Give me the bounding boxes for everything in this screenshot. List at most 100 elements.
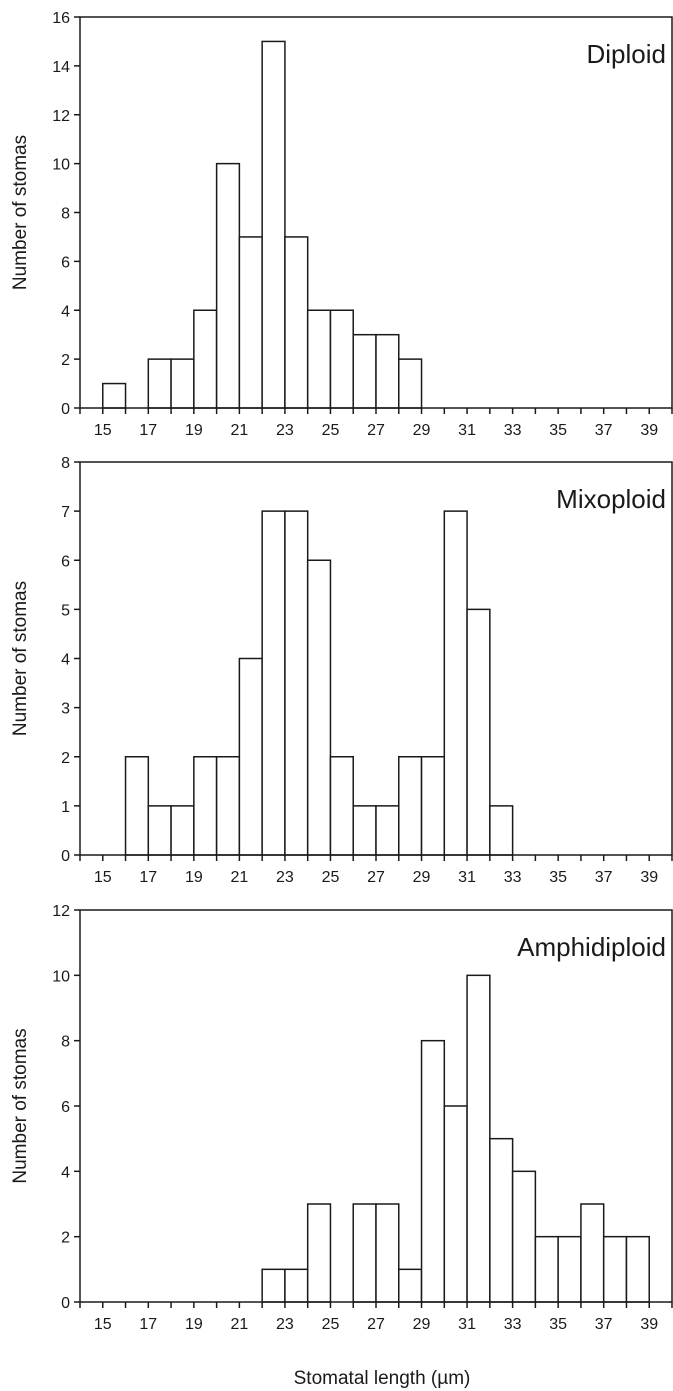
x-tick-label: 31 (458, 869, 476, 886)
histogram-bar (102, 382, 127, 409)
histogram-bar (306, 1203, 332, 1303)
histogram-bar (329, 756, 354, 856)
x-tick-label: 27 (367, 869, 385, 886)
x-tick-label: 21 (230, 869, 248, 886)
histogram-bar (375, 805, 400, 856)
histogram-bar (489, 805, 514, 856)
x-tick-label: 29 (413, 1316, 431, 1333)
y-tick-label: 3 (61, 701, 70, 718)
histogram-bar (398, 358, 423, 409)
x-tick-label: 33 (504, 1316, 522, 1333)
histogram-bar (284, 236, 309, 409)
x-tick-label: 21 (230, 1316, 248, 1333)
histogram-bar (238, 657, 263, 856)
histogram-bar (534, 1235, 559, 1303)
y-tick-label: 6 (61, 254, 70, 271)
histogram-bar (602, 1235, 628, 1303)
histogram-bar (306, 559, 332, 856)
histogram-bar (147, 805, 172, 856)
histogram-panel-1: 0 2 4 6 8 10 12 14 16 15 17 19 21 23 25 27 29 31 33 35 37 39 D… (10, 10, 673, 439)
panel-label: Diploid (587, 39, 667, 69)
y-tick-label: 4 (61, 303, 70, 320)
y-tick-label: 2 (61, 352, 70, 369)
y-tick-label: 14 (52, 59, 70, 76)
histogram-bar (375, 1203, 400, 1303)
y-tick-label: 8 (61, 455, 70, 472)
histogram-bar (193, 309, 218, 409)
histogram-bar (420, 756, 446, 856)
y-tick-label: 4 (61, 1164, 70, 1181)
histogram-bar (466, 608, 491, 856)
histogram-bar (284, 510, 309, 856)
y-tick-label: 10 (52, 157, 70, 174)
y-axis-title: Number of stomas (10, 1028, 31, 1183)
histogram-bar (557, 1235, 582, 1303)
y-tick-label: 8 (61, 206, 70, 223)
histogram-bar (443, 510, 468, 856)
y-tick-label: 4 (61, 652, 70, 669)
histogram-bar (284, 1268, 309, 1303)
histogram-bar (398, 756, 423, 856)
histogram-bar (170, 805, 195, 856)
y-tick-label: 7 (61, 504, 70, 521)
x-tick-label: 37 (595, 1316, 613, 1333)
histogram-bar (261, 510, 286, 856)
panel-label: Mixoploid (556, 484, 666, 514)
y-axis-title: Number of stomas (10, 135, 31, 290)
plot-frame (79, 461, 673, 856)
x-tick-label: 19 (185, 1316, 203, 1333)
y-tick-label: 12 (52, 903, 70, 920)
histogram-bar (443, 1105, 468, 1303)
histogram-bar (124, 756, 150, 856)
x-tick-label: 39 (640, 869, 658, 886)
x-tick-label: 27 (367, 1316, 385, 1333)
x-tick-label: 17 (139, 869, 157, 886)
x-tick-label: 31 (458, 422, 476, 439)
histogram-bar (147, 358, 172, 409)
histogram-bar (466, 974, 491, 1303)
histogram-bar (375, 333, 400, 409)
histogram-bar (170, 358, 195, 409)
y-tick-label: 1 (61, 799, 70, 816)
x-tick-label: 33 (504, 869, 522, 886)
histogram-bar (352, 333, 377, 409)
x-tick-label: 19 (185, 869, 203, 886)
y-tick-label: 12 (52, 108, 70, 125)
x-axis-title: Stomatal length (µm) (294, 1368, 471, 1389)
y-tick-label: 16 (52, 10, 70, 27)
x-tick-label: 27 (367, 422, 385, 439)
histogram-bar (420, 1039, 446, 1303)
x-tick-label: 35 (549, 1316, 567, 1333)
x-tick-label: 31 (458, 1316, 476, 1333)
panel-label: Amphidiploid (517, 932, 666, 962)
x-tick-label: 35 (549, 422, 567, 439)
x-tick-label: 39 (640, 422, 658, 439)
histogram-bar (215, 756, 241, 856)
y-tick-label: 10 (52, 968, 70, 985)
x-tick-label: 21 (230, 422, 248, 439)
x-tick-label: 23 (276, 1316, 294, 1333)
histogram-bar (306, 309, 332, 409)
y-tick-label: 0 (61, 1295, 70, 1312)
histogram-bar (261, 40, 286, 409)
x-tick-label: 29 (413, 422, 431, 439)
x-tick-label: 25 (322, 1316, 340, 1333)
histogram-bar (352, 805, 377, 856)
x-tick-label: 25 (322, 869, 340, 886)
histogram-bar (261, 1268, 286, 1303)
histogram-bar (193, 756, 218, 856)
x-tick-label: 37 (595, 869, 613, 886)
histogram-panel-3: 0 2 4 6 8 10 12 15 17 19 21 23 25 27 29 31 33 35 37 39 Amphi… (10, 903, 673, 1389)
histogram-bar (489, 1137, 514, 1303)
x-tick-label: 17 (139, 1316, 157, 1333)
x-tick-label: 23 (276, 869, 294, 886)
x-tick-label: 15 (94, 422, 112, 439)
y-axis-title: Number of stomas (10, 581, 31, 736)
x-tick-label: 39 (640, 1316, 658, 1333)
histogram-bar (625, 1235, 650, 1303)
histogram-bar (580, 1203, 605, 1303)
histogram-bar (511, 1170, 537, 1303)
y-tick-label: 0 (61, 848, 70, 865)
